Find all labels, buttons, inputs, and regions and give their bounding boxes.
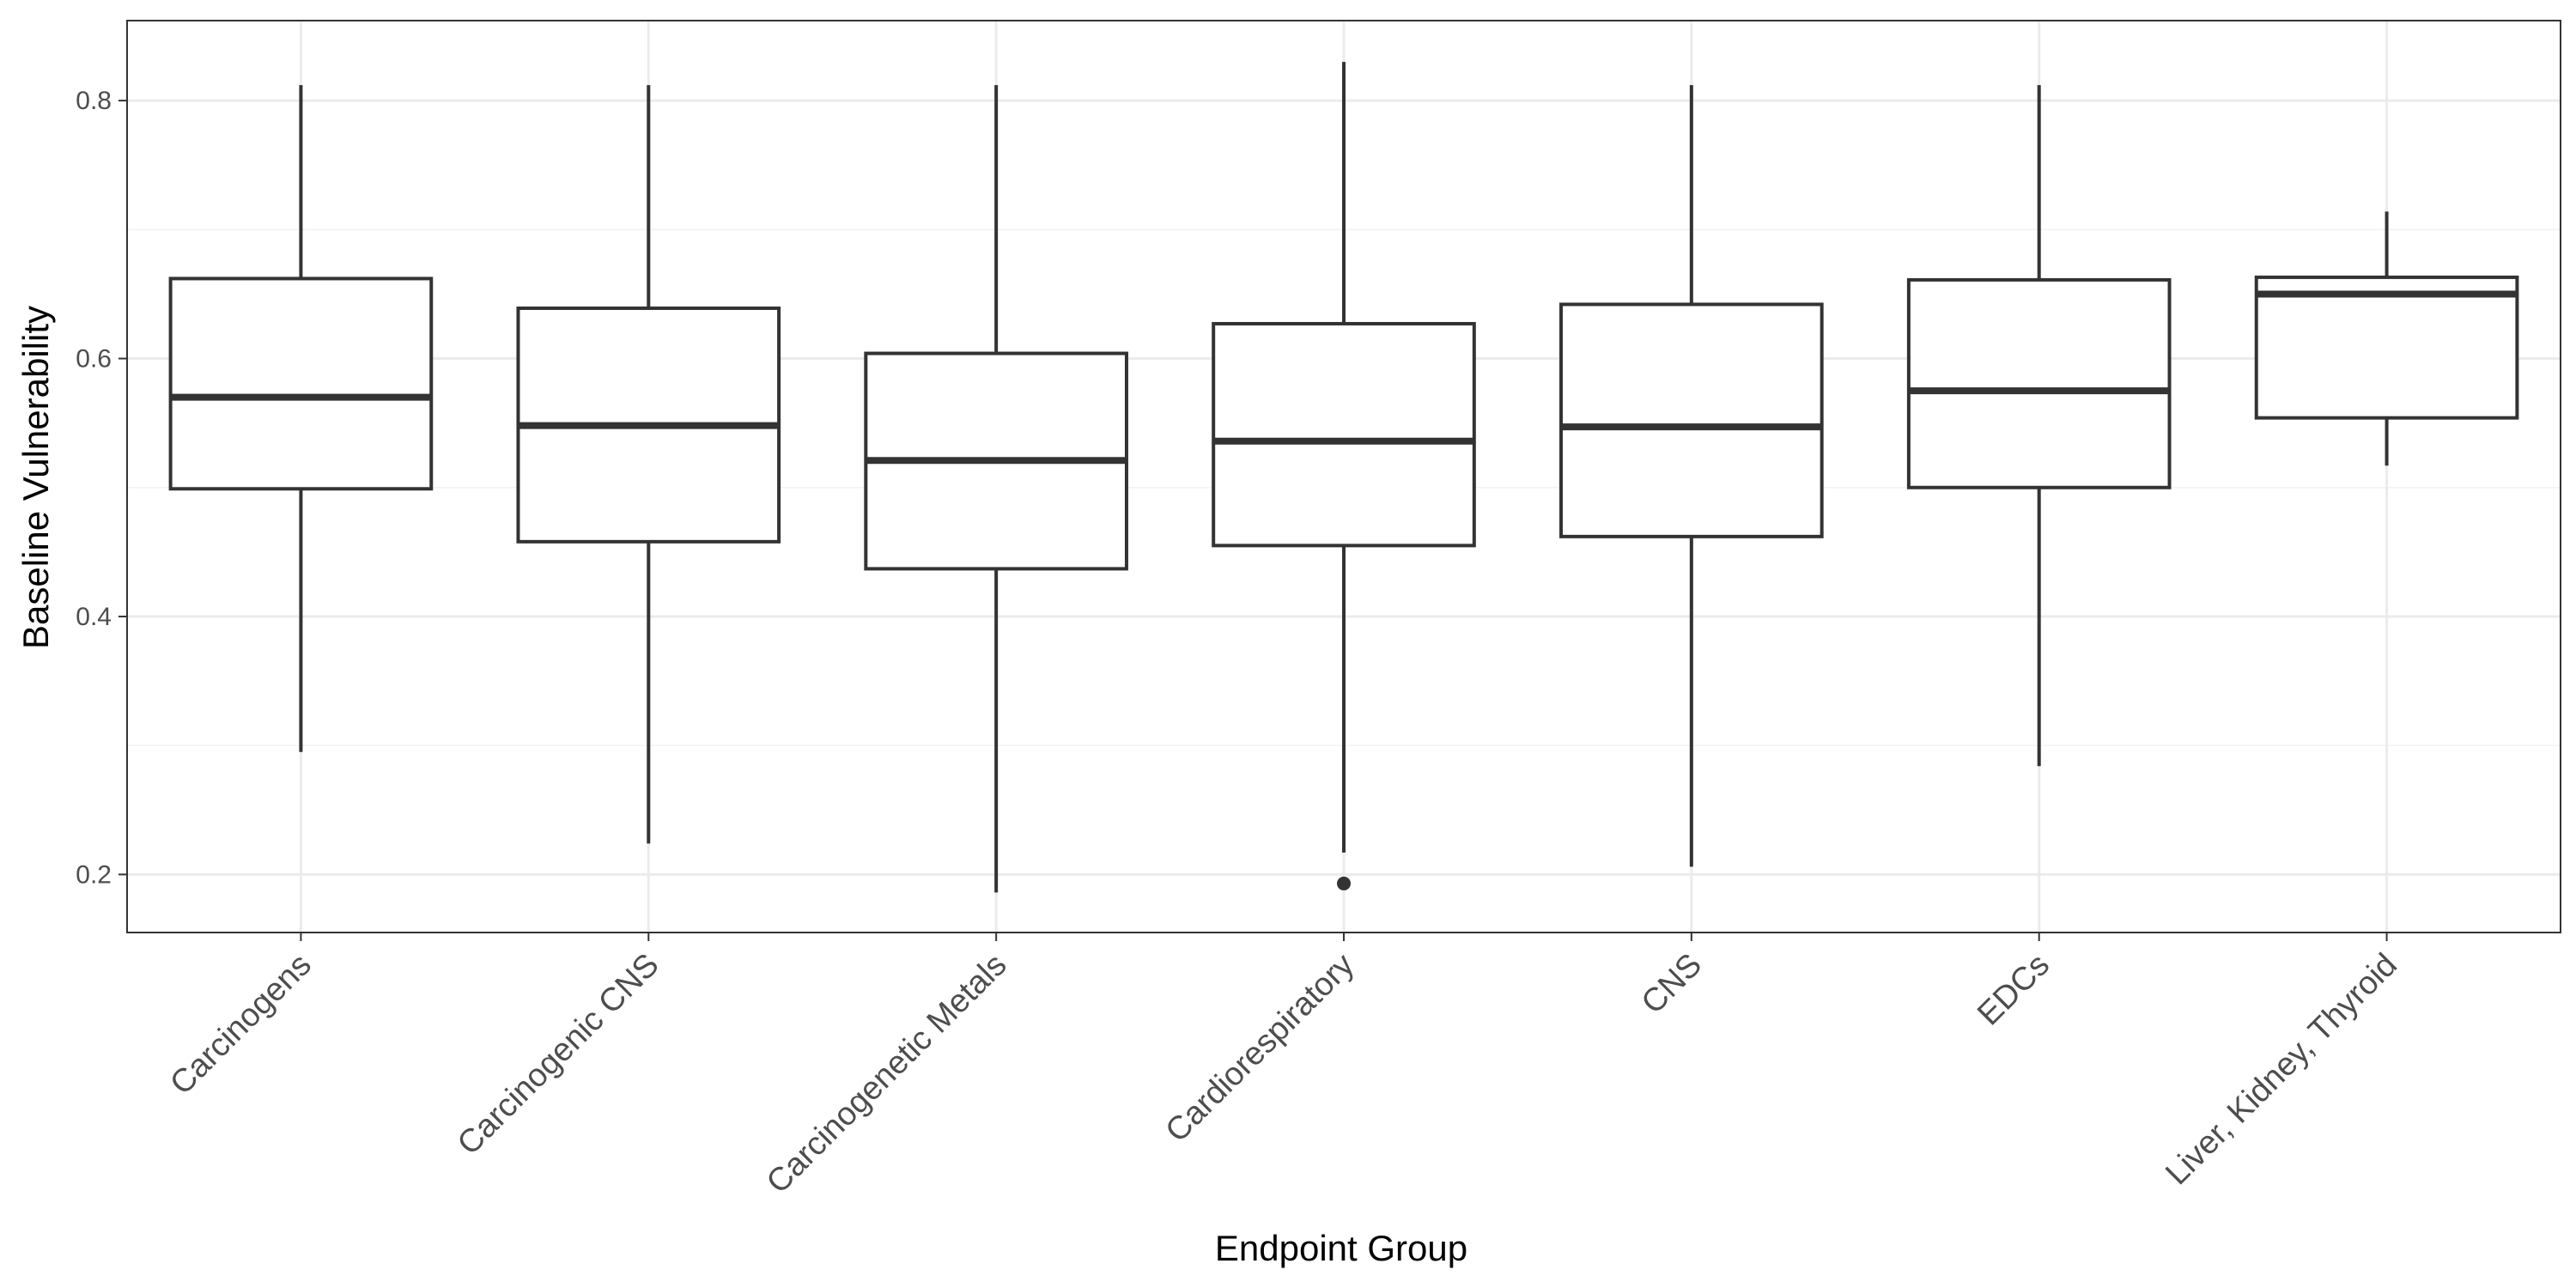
boxes	[168, 62, 2519, 893]
box-iqr	[1906, 277, 2172, 489]
outlier-point	[1337, 876, 1351, 890]
box-carcinogenic-cns	[516, 85, 781, 844]
box-edcs	[1906, 85, 2172, 767]
box-cardiorespiratory	[1212, 62, 1476, 890]
box-iqr	[168, 276, 434, 491]
y-tick-label: 0.8	[76, 87, 112, 115]
box-iqr	[1559, 302, 1824, 538]
box-iqr	[2254, 275, 2519, 420]
y-axis: 0.2 0.4 0.6 0.8	[76, 87, 127, 889]
box-carcinogenetic-metals	[864, 85, 1128, 893]
box-liver-kidney-thyroid	[2254, 211, 2519, 466]
y-axis-title: Baseline Vulnerability	[15, 306, 56, 649]
y-tick-label: 0.4	[76, 603, 112, 631]
y-tick-label: 0.6	[76, 345, 112, 374]
box-cns	[1559, 85, 1824, 867]
x-axis-title: Endpoint Group	[1215, 1228, 1467, 1268]
box-carcinogens	[168, 85, 434, 752]
box-iqr	[1212, 321, 1476, 548]
y-tick-label: 0.2	[76, 860, 112, 889]
